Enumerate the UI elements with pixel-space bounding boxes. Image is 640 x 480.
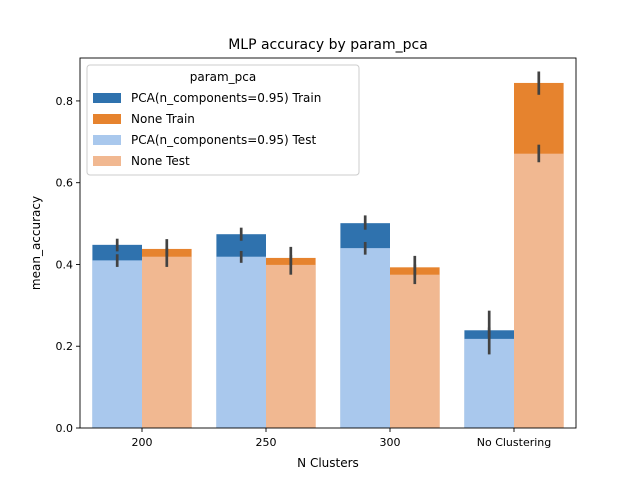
bar-series-2-category-1	[216, 256, 266, 428]
x-tick-label: 250	[256, 436, 277, 449]
bar-series-3-category-1	[266, 264, 316, 428]
y-tick-label: 0.0	[56, 422, 74, 435]
error-bars-layer	[115, 71, 541, 355]
legend-swatch-3	[93, 156, 121, 166]
y-tick-label: 0.4	[56, 258, 74, 271]
legend-swatch-2	[93, 135, 121, 145]
y-tick-label: 0.6	[56, 177, 74, 190]
y-tick-label: 0.2	[56, 340, 74, 353]
x-tick-label: 300	[380, 436, 401, 449]
chart-title: MLP accuracy by param_pca	[228, 37, 428, 53]
bars-layer	[92, 82, 564, 429]
legend-label-3: None Test	[131, 154, 190, 168]
legend-label-0: PCA(n_components=0.95) Train	[131, 91, 321, 105]
legend-title: param_pca	[190, 70, 257, 84]
legend-entries: PCA(n_components=0.95) Train None Train PC…	[93, 91, 321, 168]
x-tick-label: 200	[132, 436, 153, 449]
bar-series-3-category-2	[390, 274, 440, 428]
bar-series-2-category-2	[340, 248, 390, 428]
x-axis-label: N Clusters	[297, 456, 359, 470]
bar-series-3-category-0	[142, 256, 192, 428]
x-axis: 200 250 300 No Clustering	[132, 428, 552, 449]
legend-swatch-1	[93, 114, 121, 124]
legend-frame	[86, 64, 360, 176]
legend: param_pca PCA(n_components=0.95) Train No…	[86, 64, 360, 176]
y-axis: 0.0 0.2 0.4 0.6 0.8	[56, 95, 80, 435]
bar-series-3-category-3	[514, 153, 564, 428]
plot-area-frame	[79, 57, 577, 429]
y-axis-label: mean_accuracy	[29, 196, 43, 290]
legend-label-1: None Train	[131, 112, 195, 126]
legend-label-2: PCA(n_components=0.95) Test	[131, 133, 316, 147]
bar-series-2-category-0	[92, 260, 142, 428]
y-tick-label: 0.8	[56, 95, 74, 108]
x-tick-label: No Clustering	[477, 436, 552, 449]
legend-swatch-0	[93, 93, 121, 103]
